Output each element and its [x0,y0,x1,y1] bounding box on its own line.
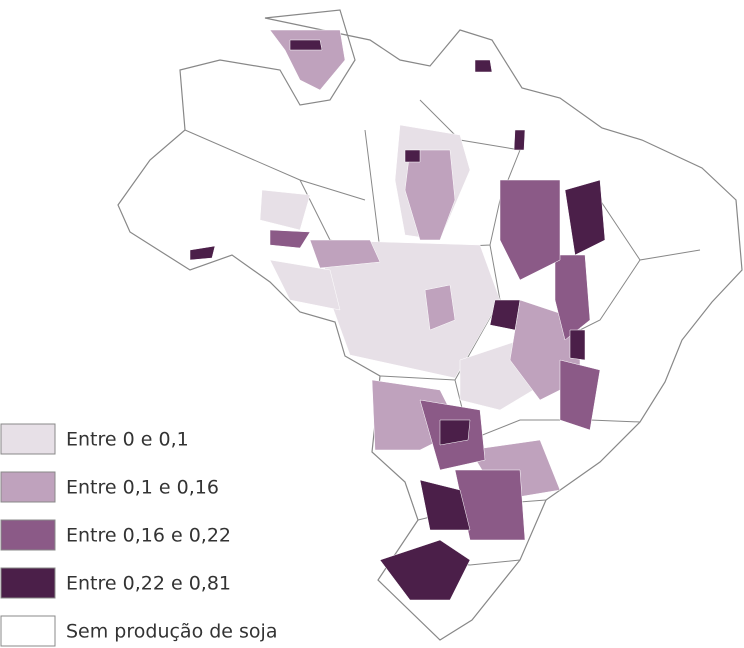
region [489,299,521,331]
region [379,539,471,601]
region [289,39,323,51]
legend-label: Entre 0 e 0,1 [66,429,189,451]
legend-swatch [0,567,56,599]
region [404,149,421,163]
region [474,59,493,73]
region [419,479,471,531]
region [189,245,216,261]
legend-label: Entre 0,16 e 0,22 [66,525,231,547]
legend-swatch [0,519,56,551]
region [513,129,526,151]
legend-label: Entre 0,22 e 0,81 [66,573,231,595]
region [564,179,606,256]
legend: Entre 0 e 0,1 Entre 0,1 e 0,16 Entre 0,16 … [0,423,277,647]
legend-swatch [0,471,56,503]
region [559,359,601,431]
region [309,239,381,269]
region [439,419,471,446]
region [424,284,456,331]
region [269,229,311,249]
legend-swatch [0,615,56,647]
map [117,9,743,641]
legend-swatch [0,423,56,455]
legend-label: Sem produção de soja [66,621,277,643]
region [269,259,341,311]
legend-label: Entre 0,1 e 0,16 [66,477,219,499]
region [499,179,561,281]
region [569,329,586,361]
region [259,189,311,231]
region [269,29,346,91]
regions [189,29,606,601]
region [404,149,456,241]
